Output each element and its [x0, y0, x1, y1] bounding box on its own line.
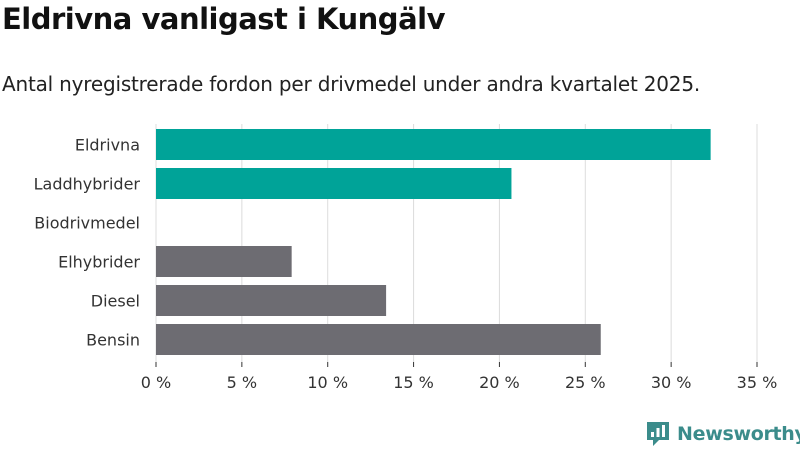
brand-name: Newsworthy: [677, 423, 800, 445]
category-label: Eldrivna: [75, 136, 140, 155]
newsworthy-logo-icon: [647, 422, 669, 446]
bar: [156, 246, 292, 277]
bar-layer: [156, 129, 711, 355]
bar: [156, 129, 711, 160]
brand-logo: Newsworthy: [645, 420, 800, 448]
chart-title: Eldrivna vanligast i Kungälv: [2, 2, 445, 36]
category-label: Laddhybrider: [34, 175, 141, 194]
x-axis-tick-labels: 0 % 5 % 10 % 15 % 20 % 25 % 30 % 35 %: [141, 373, 778, 392]
bar: [156, 324, 601, 355]
x-tick-label: 15 %: [393, 373, 434, 392]
x-tick-label: 25 %: [565, 373, 606, 392]
x-tick-label: 0 %: [141, 373, 171, 392]
bar: [156, 285, 387, 316]
category-label: Diesel: [91, 292, 140, 311]
category-label: Biodrivmedel: [34, 214, 140, 233]
grid-layer: [155, 124, 758, 367]
category-labels: Eldrivna Laddhybrider Biodrivmedel Elhybrid…: [34, 136, 141, 350]
category-label: Bensin: [86, 331, 140, 350]
x-tick-label: 30 %: [651, 373, 692, 392]
x-tick-label: 35 %: [737, 373, 778, 392]
category-label: Elhybrider: [58, 253, 140, 272]
bar: [156, 168, 512, 199]
x-tick-label: 10 %: [307, 373, 348, 392]
chart-subtitle: Antal nyregistrerade fordon per drivmede…: [2, 72, 701, 96]
x-tick-label: 20 %: [479, 373, 520, 392]
x-tick-label: 5 %: [227, 373, 257, 392]
